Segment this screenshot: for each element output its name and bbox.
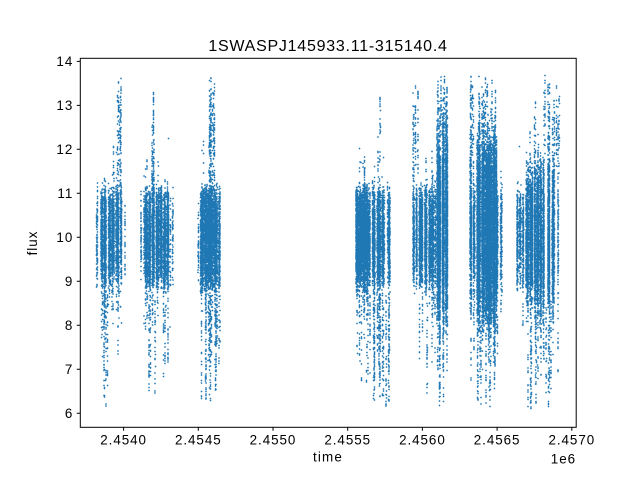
svg-text:2.4550: 2.4550 (250, 433, 297, 448)
svg-text:6: 6 (65, 406, 73, 421)
svg-text:1e6: 1e6 (551, 452, 576, 467)
svg-text:10: 10 (56, 230, 73, 245)
svg-text:flux: flux (25, 231, 40, 256)
svg-text:time: time (313, 450, 343, 465)
svg-text:9: 9 (65, 274, 73, 289)
svg-text:2.4545: 2.4545 (175, 433, 222, 448)
svg-text:11: 11 (57, 186, 73, 201)
svg-text:13: 13 (56, 98, 73, 113)
svg-text:2.4540: 2.4540 (100, 433, 147, 448)
svg-text:7: 7 (65, 362, 73, 377)
svg-text:1SWASPJ145933.11-315140.4: 1SWASPJ145933.11-315140.4 (208, 38, 447, 55)
svg-text:2.4555: 2.4555 (324, 433, 371, 448)
svg-text:2.4570: 2.4570 (548, 433, 595, 448)
svg-text:8: 8 (65, 318, 73, 333)
svg-text:14: 14 (56, 54, 73, 69)
svg-text:2.4565: 2.4565 (474, 433, 521, 448)
svg-text:12: 12 (56, 142, 73, 157)
svg-text:2.4560: 2.4560 (399, 433, 446, 448)
